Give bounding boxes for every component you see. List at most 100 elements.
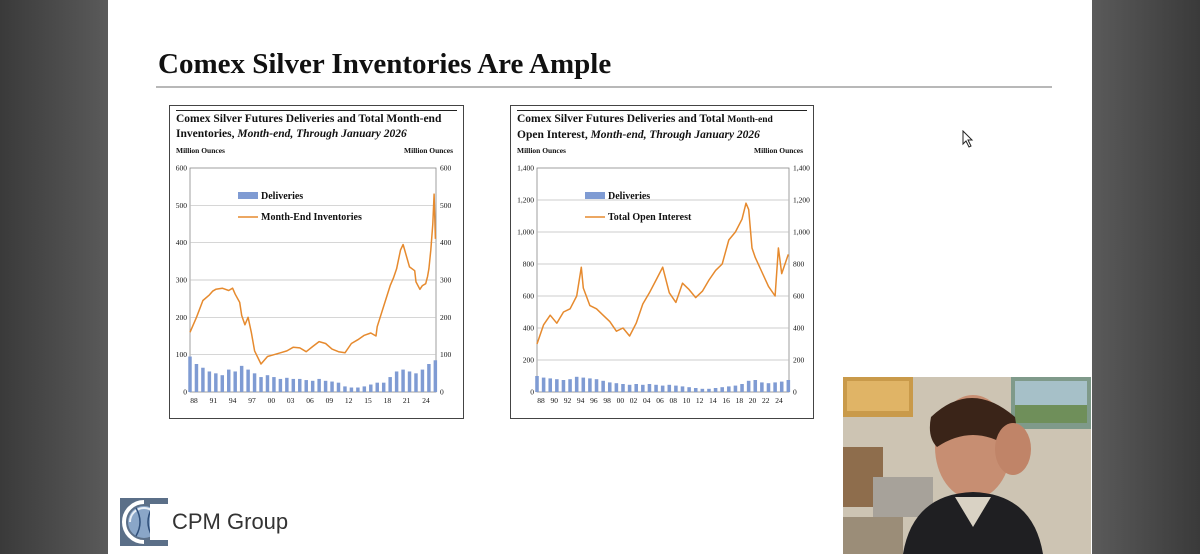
chart1-delivery-bar xyxy=(201,367,205,392)
chart2-delivery-bar xyxy=(601,380,605,392)
mouse-pointer-icon xyxy=(962,130,974,148)
chart2-right-unit: Million Ounces xyxy=(754,146,803,155)
chart2-xtick: 90 xyxy=(550,396,558,405)
chart2-delivery-bar xyxy=(621,384,625,392)
chart2-xtick: 10 xyxy=(683,396,691,405)
chart2-ytick-left: 600 xyxy=(523,292,535,301)
chart1-ytick-left: 500 xyxy=(176,201,188,210)
chart2-delivery-bar xyxy=(786,380,791,392)
chart2-ytick-left: 1,000 xyxy=(517,228,534,237)
chart2-delivery-bar xyxy=(568,379,572,392)
chart1-delivery-bar xyxy=(343,386,347,392)
chart2-delivery-bar xyxy=(555,379,559,392)
chart1-delivery-bar xyxy=(375,382,379,392)
chart1-legend-swatch-deliveries xyxy=(238,192,258,199)
screen-share-left-bezel xyxy=(0,0,108,554)
chart2-delivery-bar xyxy=(693,388,698,392)
chart1-delivery-bar xyxy=(349,387,354,392)
chart1-delivery-bar xyxy=(207,371,212,392)
chart2-delivery-bar xyxy=(753,380,758,392)
chart1-ytick-left: 300 xyxy=(176,276,188,285)
chart2-ytick-right: 1,200 xyxy=(793,196,810,205)
chart2-delivery-bar xyxy=(660,385,665,392)
chart2-delivery-bar xyxy=(634,384,638,392)
chart2-delivery-bar xyxy=(667,384,672,392)
chart2-delivery-bar xyxy=(707,388,711,392)
presentation-slide: Comex Silver Inventories Are Ample Comex… xyxy=(108,0,1092,554)
chart1-title-period: Month-end, Through January 2026 xyxy=(237,128,407,140)
chart2-delivery-bar xyxy=(740,384,744,392)
chart1-delivery-bar xyxy=(362,386,367,392)
chart2-xtick: 14 xyxy=(709,396,717,405)
chart1-delivery-bar xyxy=(330,381,334,392)
chart2-ytick-right: 200 xyxy=(793,356,805,365)
chart2-delivery-bar xyxy=(713,388,718,392)
chart2-delivery-bar xyxy=(574,376,579,392)
title-divider xyxy=(156,86,1052,88)
chart1-delivery-bar xyxy=(323,380,328,392)
chart1-delivery-bar xyxy=(233,371,237,392)
chart2-delivery-bar xyxy=(766,383,771,392)
chart1-delivery-bar xyxy=(414,373,418,392)
chart2-delivery-bar xyxy=(561,380,566,392)
chart2-delivery-bar xyxy=(760,382,764,392)
chart2-delivery-bar xyxy=(779,381,784,392)
chart1-xtick: 03 xyxy=(287,396,295,405)
chart1-title-main: Comex Silver Futures Deliveries and Tota… xyxy=(176,113,442,140)
chart2-title-period: Month-end, Through January 2026 xyxy=(590,129,760,141)
chart1-ytick-left: 400 xyxy=(176,238,188,247)
chart2-ytick-right: 1,000 xyxy=(793,228,810,237)
chart1-delivery-bar xyxy=(304,380,308,392)
chart2-left-unit: Million Ounces xyxy=(517,146,566,155)
chart2-xtick: 12 xyxy=(696,396,704,405)
chart1-ytick-left: 0 xyxy=(183,388,187,397)
chart2-delivery-bar xyxy=(733,385,738,392)
chart2-ytick-right: 0 xyxy=(793,388,797,397)
chart1-delivery-bar xyxy=(291,378,296,392)
webcam-video-feed xyxy=(843,377,1091,554)
chart1-delivery-bar xyxy=(278,378,283,392)
chart1-xtick: 21 xyxy=(403,396,411,405)
chart1-delivery-bar xyxy=(298,378,302,392)
chart2-delivery-bar xyxy=(680,386,685,392)
chart2-delivery-bar xyxy=(687,387,691,392)
chart1-delivery-bar xyxy=(407,371,412,392)
chart2-delivery-bar xyxy=(773,382,777,392)
chart2-ytick-left: 200 xyxy=(523,356,535,365)
chart2-delivery-bar xyxy=(641,384,645,392)
chart2-title: Comex Silver Futures Deliveries and Tota… xyxy=(517,110,807,143)
chart1-delivery-bar xyxy=(381,382,386,392)
chart1-legend-label-deliveries: Deliveries xyxy=(261,191,303,202)
chart1-ytick-right: 100 xyxy=(440,350,452,359)
chart2-delivery-bar xyxy=(654,384,658,392)
chart2-line-series xyxy=(536,202,790,345)
chart2-ytick-left: 800 xyxy=(523,260,535,269)
chart2-title-main: Comex Silver Futures Deliveries and Tota… xyxy=(517,113,725,125)
chart2-xtick: 02 xyxy=(630,396,638,405)
chart2-legend-label-deliveries: Deliveries xyxy=(608,191,650,202)
chart1-delivery-bar xyxy=(227,369,231,392)
chart1-delivery-bar xyxy=(356,387,360,392)
chart1-ytick-left: 100 xyxy=(176,350,188,359)
cpm-globe-logo-icon xyxy=(120,498,168,546)
chart1-ytick-left: 200 xyxy=(176,313,188,322)
chart1-title: Comex Silver Futures Deliveries and Tota… xyxy=(176,110,457,142)
chart2-xtick: 06 xyxy=(656,396,664,405)
chart2-xtick: 08 xyxy=(669,396,677,405)
chart2-legend-swatch-deliveries xyxy=(585,192,605,199)
chart1-xtick: 15 xyxy=(364,396,372,405)
chart1-xtick: 00 xyxy=(268,396,276,405)
chart1-delivery-bar xyxy=(401,369,405,392)
chart2-xtick: 22 xyxy=(762,396,770,405)
chart2-ytick-left: 0 xyxy=(530,388,534,397)
chart2-delivery-bar xyxy=(581,377,586,392)
chart2-ytick-left: 1,400 xyxy=(517,164,534,173)
chart1-xtick: 94 xyxy=(229,396,237,405)
slide-title: Comex Silver Inventories Are Ample xyxy=(158,48,612,80)
chart1-left-unit: Million Ounces xyxy=(176,146,225,155)
chart2-xtick: 04 xyxy=(643,396,651,405)
chart1-xtick: 24 xyxy=(422,396,430,405)
chart1-legend-label-line: Month-End Inventories xyxy=(261,212,362,223)
